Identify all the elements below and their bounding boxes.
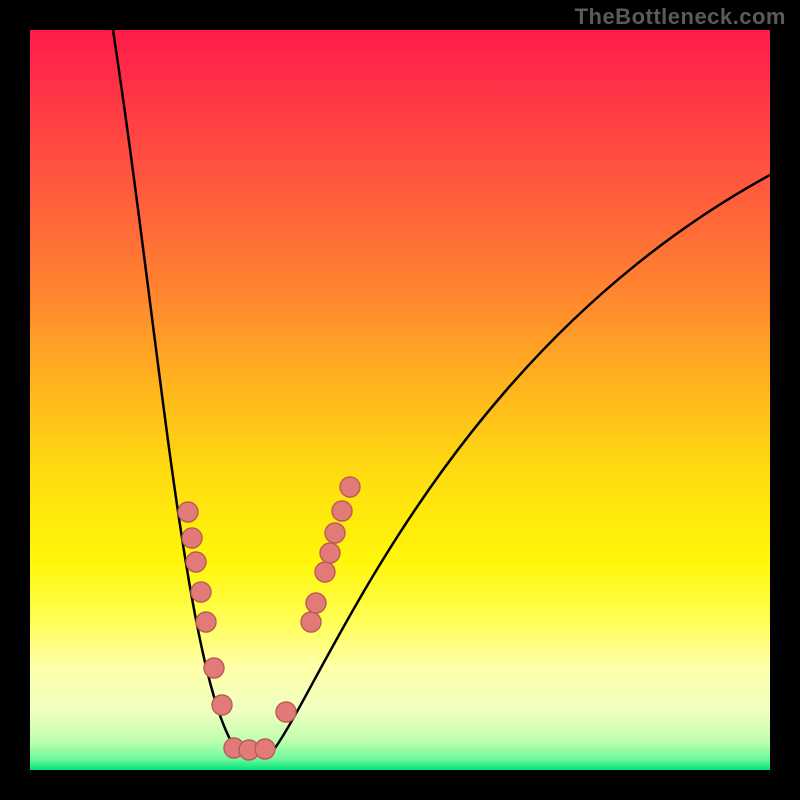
data-point: [332, 501, 352, 521]
data-point: [315, 562, 335, 582]
data-point: [182, 528, 202, 548]
data-point: [186, 552, 206, 572]
data-point: [204, 658, 224, 678]
data-point: [212, 695, 232, 715]
data-point: [178, 502, 198, 522]
data-point: [276, 702, 296, 722]
data-point: [340, 477, 360, 497]
data-point: [306, 593, 326, 613]
watermark-text: TheBottleneck.com: [575, 4, 786, 30]
data-point: [191, 582, 211, 602]
data-point: [320, 543, 340, 563]
chart-plot-area: [30, 30, 770, 770]
bottleneck-curve: [30, 30, 770, 770]
data-point: [301, 612, 321, 632]
data-point: [255, 739, 275, 759]
data-point: [325, 523, 345, 543]
data-point: [196, 612, 216, 632]
